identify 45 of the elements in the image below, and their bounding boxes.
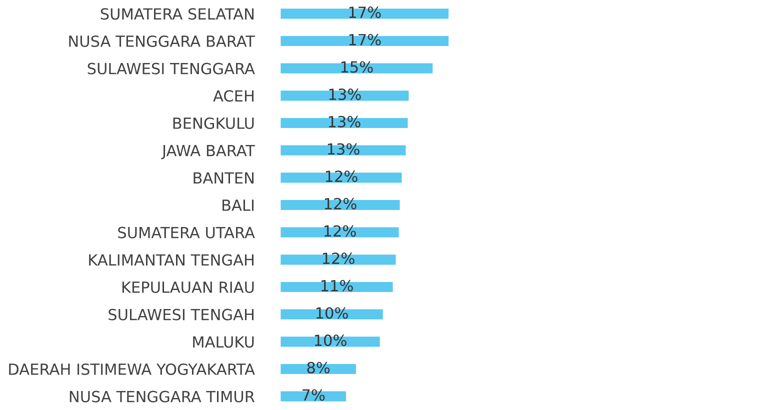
bar: [280, 198, 402, 212]
y-tick-label: MALUKU: [193, 336, 254, 348]
bar: [280, 7, 450, 20]
bar: [280, 144, 408, 157]
bar: [280, 335, 382, 348]
bar: [280, 226, 400, 239]
bar: [280, 171, 404, 184]
bar: [280, 62, 434, 75]
y-tick-label: SULAWESI TENGAH: [108, 308, 254, 320]
data-label: 11%: [321, 280, 353, 292]
data-label: 13%: [328, 143, 360, 155]
y-tick-label: NUSA TENGGARA TIMUR: [70, 390, 255, 402]
bar: [280, 89, 410, 102]
y-tick-label: SULAWESI TENGGARA: [88, 62, 255, 74]
data-label: 13%: [328, 116, 360, 128]
y-tick-label: DAERAH ISTIMEWA YOGYAKARTA: [9, 363, 255, 376]
y-tick-label: BALI: [222, 200, 254, 211]
bar: [280, 280, 394, 294]
data-label: 12%: [324, 225, 356, 237]
y-tick-label: JAWA BARAT: [161, 145, 256, 160]
data-label: 13%: [329, 88, 361, 100]
y-tick-label: KEPULAUAN RIAU: [122, 282, 254, 294]
data-label: 10%: [316, 307, 348, 319]
data-label: 12%: [324, 198, 356, 210]
data-label: 12%: [322, 252, 354, 264]
bar: [280, 116, 410, 130]
y-tick-label: KALIMANTAN TENGAH: [89, 254, 254, 266]
y-tick-label: ACEH: [213, 90, 254, 102]
y-tick-label: BANTEN: [194, 172, 254, 184]
bar: [280, 34, 450, 48]
data-label: 17%: [349, 34, 381, 46]
y-tick-label: NUSA TENGGARA BARAT: [69, 35, 256, 48]
data-label: 12%: [326, 170, 358, 182]
bar: [280, 362, 358, 376]
data-label: 10%: [314, 334, 346, 346]
bar: [280, 253, 398, 266]
data-label: 7%: [302, 389, 325, 401]
y-tick-label: SUMATERA UTARA: [118, 226, 255, 238]
data-label: 15%: [341, 61, 373, 73]
y-tick-label: BENGKULU: [173, 117, 254, 130]
data-label: 17%: [349, 6, 381, 18]
data-label: 8%: [307, 362, 330, 374]
bar: [280, 308, 384, 321]
bar: [280, 390, 348, 403]
y-tick-label: SUMATERA SELATAN: [100, 8, 254, 20]
